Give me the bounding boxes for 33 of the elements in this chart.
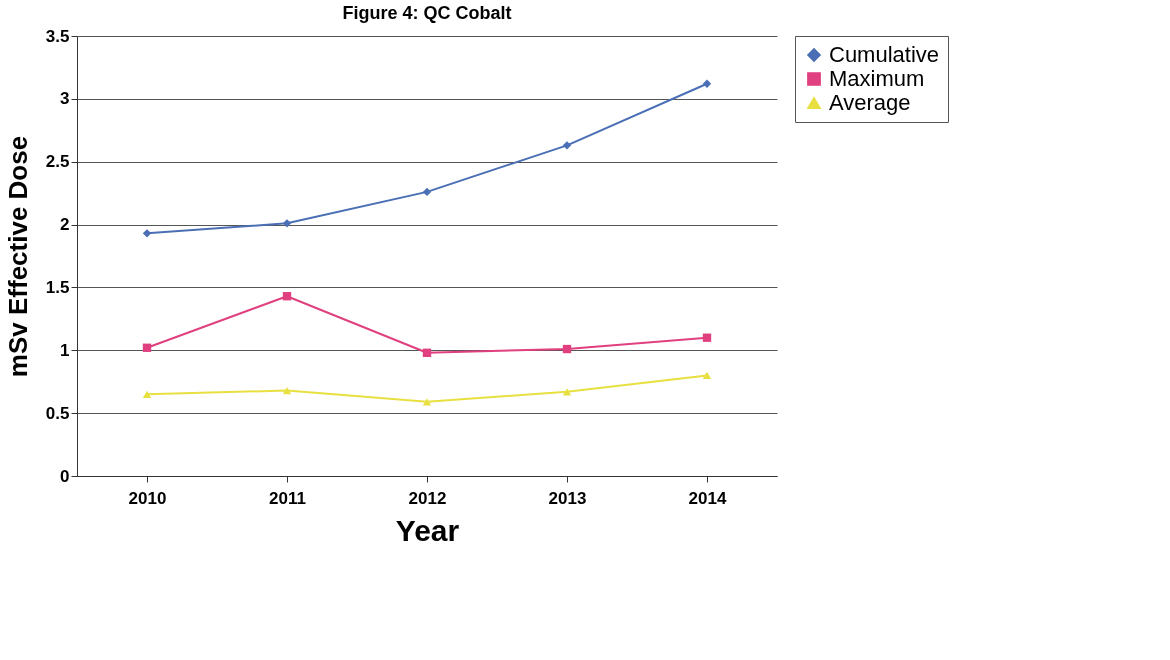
point xyxy=(282,219,292,228)
point xyxy=(142,229,152,238)
point xyxy=(142,343,152,352)
y-tick-label: 0.5 xyxy=(45,403,70,423)
y-tick-label: 3 xyxy=(60,89,70,109)
y-tick-label: 0 xyxy=(60,466,70,486)
point xyxy=(702,333,712,342)
x-tick-label: 2013 xyxy=(548,488,587,508)
legend-label: Cumulative xyxy=(829,42,940,67)
point xyxy=(702,371,712,380)
point xyxy=(282,386,292,395)
x-axis-title: Year xyxy=(395,513,460,547)
y-tick-label: 1 xyxy=(60,340,70,360)
x-tick-label: 2011 xyxy=(269,488,306,508)
chart-title: Figure 4: QC Cobalt xyxy=(342,3,512,23)
legend-label: Average xyxy=(829,90,911,115)
y-tick-label: 3.5 xyxy=(45,26,70,46)
point xyxy=(702,79,712,88)
y-axis-title: mSv Effective Dose xyxy=(2,135,33,378)
legend-label: Maximum xyxy=(829,66,925,91)
y-tick-label: 1.5 xyxy=(45,277,70,297)
point xyxy=(562,388,572,396)
point xyxy=(562,344,572,354)
point xyxy=(282,292,292,301)
point xyxy=(422,187,432,197)
point xyxy=(562,141,572,150)
point xyxy=(142,390,152,398)
x-tick-label: 2012 xyxy=(408,488,447,508)
x-tick-label: 2014 xyxy=(688,488,727,508)
point xyxy=(422,348,432,357)
x-tick-label: 2010 xyxy=(128,488,167,508)
y-tick-label: 2.5 xyxy=(45,152,70,172)
y-tick-label: 2 xyxy=(60,215,70,235)
